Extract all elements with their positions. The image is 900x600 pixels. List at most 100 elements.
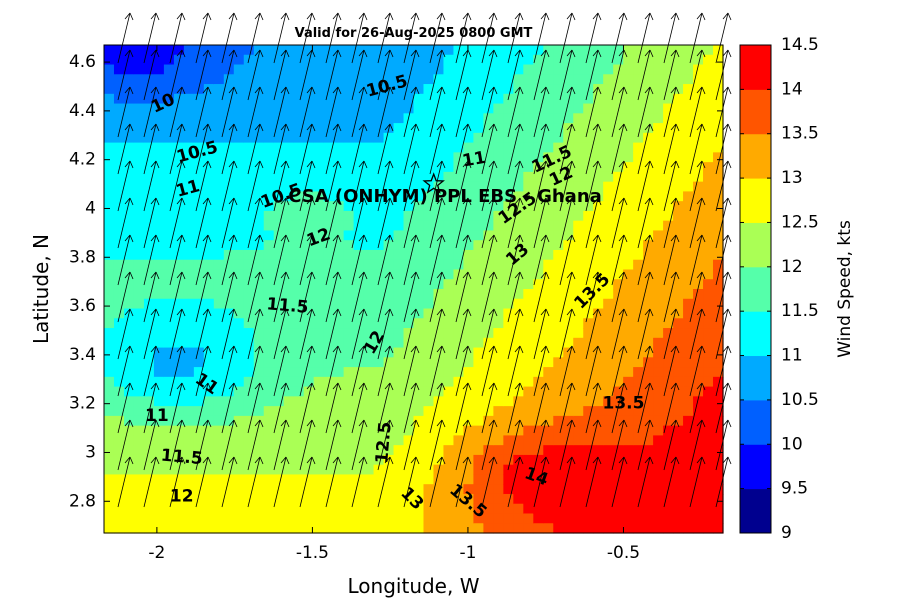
field-cell xyxy=(293,132,305,144)
field-cell xyxy=(333,308,345,319)
wind-arrow-head xyxy=(311,456,316,465)
wind-arrow-shaft xyxy=(299,456,313,508)
wind-arrow xyxy=(429,49,446,101)
wind-arrow-head xyxy=(618,308,625,316)
wind-arrow xyxy=(247,308,264,360)
wind-arrow-shaft xyxy=(351,456,365,508)
wind-arrow-shaft xyxy=(455,49,469,101)
wind-arrow xyxy=(195,382,212,434)
wind-arrow-head xyxy=(441,345,446,354)
field-cell xyxy=(343,376,355,388)
wind-arrow-shaft xyxy=(559,271,573,323)
wind-arrow-head xyxy=(181,197,186,206)
field-cell xyxy=(243,123,255,134)
wind-arrow-shaft xyxy=(637,86,651,138)
field-cell xyxy=(163,425,175,436)
field-cell xyxy=(353,210,365,222)
wind-arrow-head xyxy=(493,382,498,391)
field-cell xyxy=(243,308,255,319)
field-cell xyxy=(683,152,694,163)
field-cell xyxy=(383,132,395,144)
field-cell xyxy=(213,45,225,56)
wind-arrow xyxy=(403,345,420,397)
wind-arrow-head xyxy=(441,86,446,95)
wind-arrow xyxy=(507,308,524,360)
field-cell xyxy=(513,464,524,476)
field-cell xyxy=(703,464,714,476)
field-cell xyxy=(653,367,664,378)
field-cell xyxy=(323,308,335,319)
field-cell xyxy=(233,123,245,134)
field-cell xyxy=(133,240,145,251)
field-cell xyxy=(483,376,494,388)
field-cell xyxy=(303,210,315,222)
field-cell xyxy=(193,84,205,95)
field-cell xyxy=(703,259,714,271)
field-cell xyxy=(473,513,484,524)
field-cell xyxy=(383,64,395,75)
field-cell xyxy=(213,93,225,105)
wind-arrow-head xyxy=(150,49,157,57)
field-cell xyxy=(703,113,714,124)
field-cell xyxy=(343,230,355,241)
field-cell xyxy=(613,396,624,407)
field-cell xyxy=(263,347,275,358)
field-cell xyxy=(183,454,195,466)
wind-arrow-head xyxy=(202,234,209,242)
field-cell xyxy=(633,84,644,95)
field-cell xyxy=(223,171,235,183)
field-cell xyxy=(104,230,115,241)
field-cell xyxy=(163,54,175,66)
field-cell xyxy=(413,308,425,319)
field-cell xyxy=(713,259,724,271)
field-cell xyxy=(233,142,245,153)
wind-arrow-head xyxy=(155,49,160,58)
field-cell xyxy=(713,523,724,534)
wind-arrow-head xyxy=(592,234,599,242)
field-cell xyxy=(413,240,425,251)
wind-arrow-head xyxy=(441,197,446,206)
wind-arrow-head xyxy=(124,123,131,131)
wind-arrow-head xyxy=(254,160,261,168)
wind-arrow-head xyxy=(514,49,521,57)
field-cell xyxy=(673,113,684,124)
field-cell xyxy=(573,484,584,495)
wind-arrow xyxy=(637,197,654,249)
wind-arrow-shaft xyxy=(273,197,287,249)
field-cell xyxy=(653,132,664,144)
field-cell xyxy=(463,123,474,134)
field-cell xyxy=(273,230,285,241)
field-cell xyxy=(483,152,494,163)
wind-arrow-head xyxy=(155,382,160,391)
wind-arrow-head xyxy=(363,345,368,354)
field-cell xyxy=(143,318,155,329)
field-cell xyxy=(223,84,235,95)
field-cell xyxy=(163,435,175,446)
field-cell xyxy=(443,454,455,466)
wind-arrow-shaft xyxy=(143,86,157,138)
field-cell xyxy=(104,289,115,300)
field-cell xyxy=(683,240,694,251)
field-cell xyxy=(393,54,405,66)
wind-arrow-head xyxy=(722,49,729,57)
field-cell xyxy=(283,240,295,251)
field-cell xyxy=(683,415,694,427)
field-cell xyxy=(603,396,614,407)
field-cell xyxy=(263,132,275,144)
field-cell xyxy=(623,181,634,192)
wind-arrow-head xyxy=(649,12,654,21)
field-cell xyxy=(193,308,205,319)
field-cell xyxy=(443,45,455,56)
field-cell xyxy=(523,406,534,417)
field-cell xyxy=(643,220,654,232)
field-cell xyxy=(703,386,714,397)
field-cell xyxy=(333,181,345,192)
field-cell xyxy=(213,289,225,300)
field-cell xyxy=(303,249,315,261)
field-cell xyxy=(233,279,245,290)
field-cell xyxy=(323,484,335,495)
field-cell xyxy=(383,249,395,261)
field-cell xyxy=(563,249,574,261)
field-cell xyxy=(473,493,484,505)
wind-arrow-head xyxy=(155,345,160,354)
